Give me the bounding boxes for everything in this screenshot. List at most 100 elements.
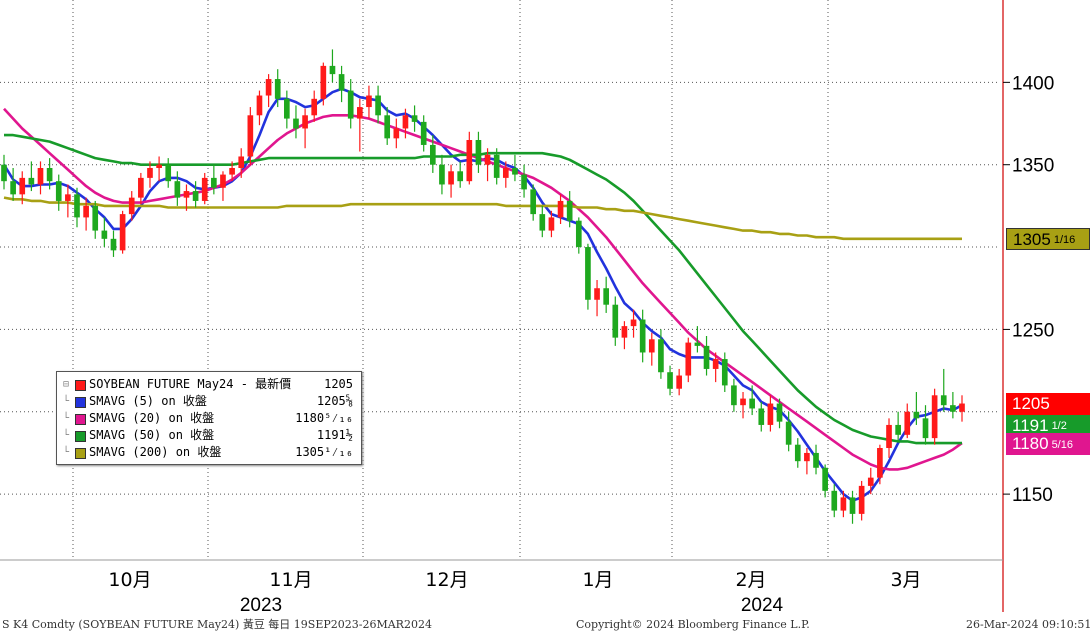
collapse-icon[interactable]: ⊟ bbox=[63, 379, 70, 390]
candle-body bbox=[475, 140, 482, 165]
legend-swatch bbox=[75, 397, 86, 408]
footer-left: S K4 Comdty (SOYBEAN FUTURE May24) 黃豆 每日… bbox=[2, 618, 432, 631]
grid-lines bbox=[0, 0, 1000, 560]
candle bbox=[475, 131, 482, 173]
candle bbox=[156, 156, 162, 182]
candle bbox=[639, 309, 646, 363]
candle-body bbox=[648, 339, 655, 353]
y-tick-label: 1400 bbox=[1012, 73, 1054, 94]
candle bbox=[621, 321, 628, 350]
candle-body bbox=[37, 168, 44, 185]
candle bbox=[320, 62, 327, 106]
price-tag-fraction: 1/16 bbox=[1053, 234, 1076, 247]
candle-body bbox=[758, 408, 765, 425]
candle-body bbox=[293, 118, 299, 129]
footer-copyright: Copyright© 2024 Bloomberg Finance L.P. bbox=[576, 618, 810, 631]
candle bbox=[694, 326, 701, 353]
candle bbox=[502, 161, 509, 188]
legend-label: SMAVG (50) on 收盤 bbox=[89, 428, 215, 442]
legend-swatch bbox=[75, 431, 86, 442]
candle-body bbox=[320, 65, 327, 99]
candle-body bbox=[55, 181, 62, 201]
x-year-label: 2023 bbox=[240, 595, 282, 616]
candle-body bbox=[46, 168, 53, 182]
candle-body bbox=[712, 359, 719, 369]
candle bbox=[922, 405, 929, 445]
candle-body bbox=[220, 174, 226, 188]
candle-body bbox=[867, 477, 874, 486]
candle bbox=[484, 148, 491, 182]
candle bbox=[384, 107, 391, 145]
candle bbox=[849, 490, 856, 524]
legend-label: SOYBEAN FUTURE May24 - 最新價 bbox=[89, 377, 292, 391]
footer-timestamp: 26-Mar-2024 09:10:51 bbox=[966, 618, 1090, 631]
candle bbox=[347, 79, 354, 129]
candle-body bbox=[1, 164, 7, 182]
candle-body bbox=[183, 191, 190, 198]
price-tag-1305: 1305 1/16 bbox=[1006, 227, 1090, 250]
candle bbox=[411, 105, 418, 132]
candle bbox=[950, 392, 956, 419]
candle bbox=[895, 411, 901, 442]
legend-swatch bbox=[75, 414, 86, 425]
candle-body bbox=[740, 398, 746, 406]
candlesticks bbox=[1, 49, 965, 524]
candle bbox=[10, 168, 16, 201]
candle-body bbox=[922, 418, 929, 439]
candle bbox=[749, 385, 755, 416]
candle-body bbox=[74, 194, 80, 218]
candle-body bbox=[10, 181, 16, 195]
candle bbox=[804, 448, 810, 475]
candle bbox=[931, 388, 938, 445]
candle bbox=[1, 154, 7, 190]
candle bbox=[302, 108, 308, 149]
candle-body bbox=[156, 164, 162, 168]
candle-body bbox=[858, 485, 865, 514]
candle bbox=[338, 65, 345, 103]
candle bbox=[813, 444, 819, 475]
candle-body bbox=[804, 452, 810, 462]
candle bbox=[329, 49, 336, 83]
candle bbox=[676, 368, 682, 396]
candle-body bbox=[138, 177, 144, 198]
candle bbox=[201, 172, 208, 205]
candle bbox=[886, 418, 892, 458]
candle bbox=[65, 184, 71, 218]
candle bbox=[877, 444, 883, 485]
candle bbox=[238, 148, 245, 178]
sma-line-50 bbox=[4, 133, 962, 445]
candle bbox=[822, 464, 828, 498]
x-month-label: 2月 bbox=[735, 569, 766, 591]
candle-body bbox=[767, 403, 774, 425]
candle-body bbox=[457, 171, 464, 182]
candle bbox=[402, 108, 409, 139]
sma-line-200 bbox=[3, 196, 962, 241]
price-tag-value: 1191 bbox=[1012, 415, 1049, 435]
candle bbox=[274, 69, 281, 108]
candle-body bbox=[439, 164, 445, 185]
candle-body bbox=[329, 65, 336, 75]
candle bbox=[548, 210, 555, 238]
candle bbox=[165, 158, 172, 188]
candle-body bbox=[749, 398, 755, 409]
candle bbox=[794, 438, 801, 468]
candle-body bbox=[65, 194, 71, 201]
candle bbox=[776, 398, 783, 429]
candle bbox=[731, 378, 737, 412]
candle-body bbox=[931, 395, 938, 439]
candle-body bbox=[311, 98, 318, 116]
candle-body bbox=[676, 375, 682, 389]
candle bbox=[357, 98, 363, 152]
candle-body bbox=[393, 128, 400, 139]
legend-value: 1205 bbox=[324, 377, 353, 391]
candle-body bbox=[685, 342, 692, 376]
legend-swatch bbox=[75, 448, 86, 459]
candle-body bbox=[822, 467, 828, 491]
candle-body bbox=[539, 214, 546, 231]
candle bbox=[566, 191, 573, 228]
candle-body bbox=[630, 319, 637, 327]
candle bbox=[785, 411, 792, 452]
candle bbox=[119, 210, 126, 254]
legend-swatch bbox=[75, 380, 86, 391]
